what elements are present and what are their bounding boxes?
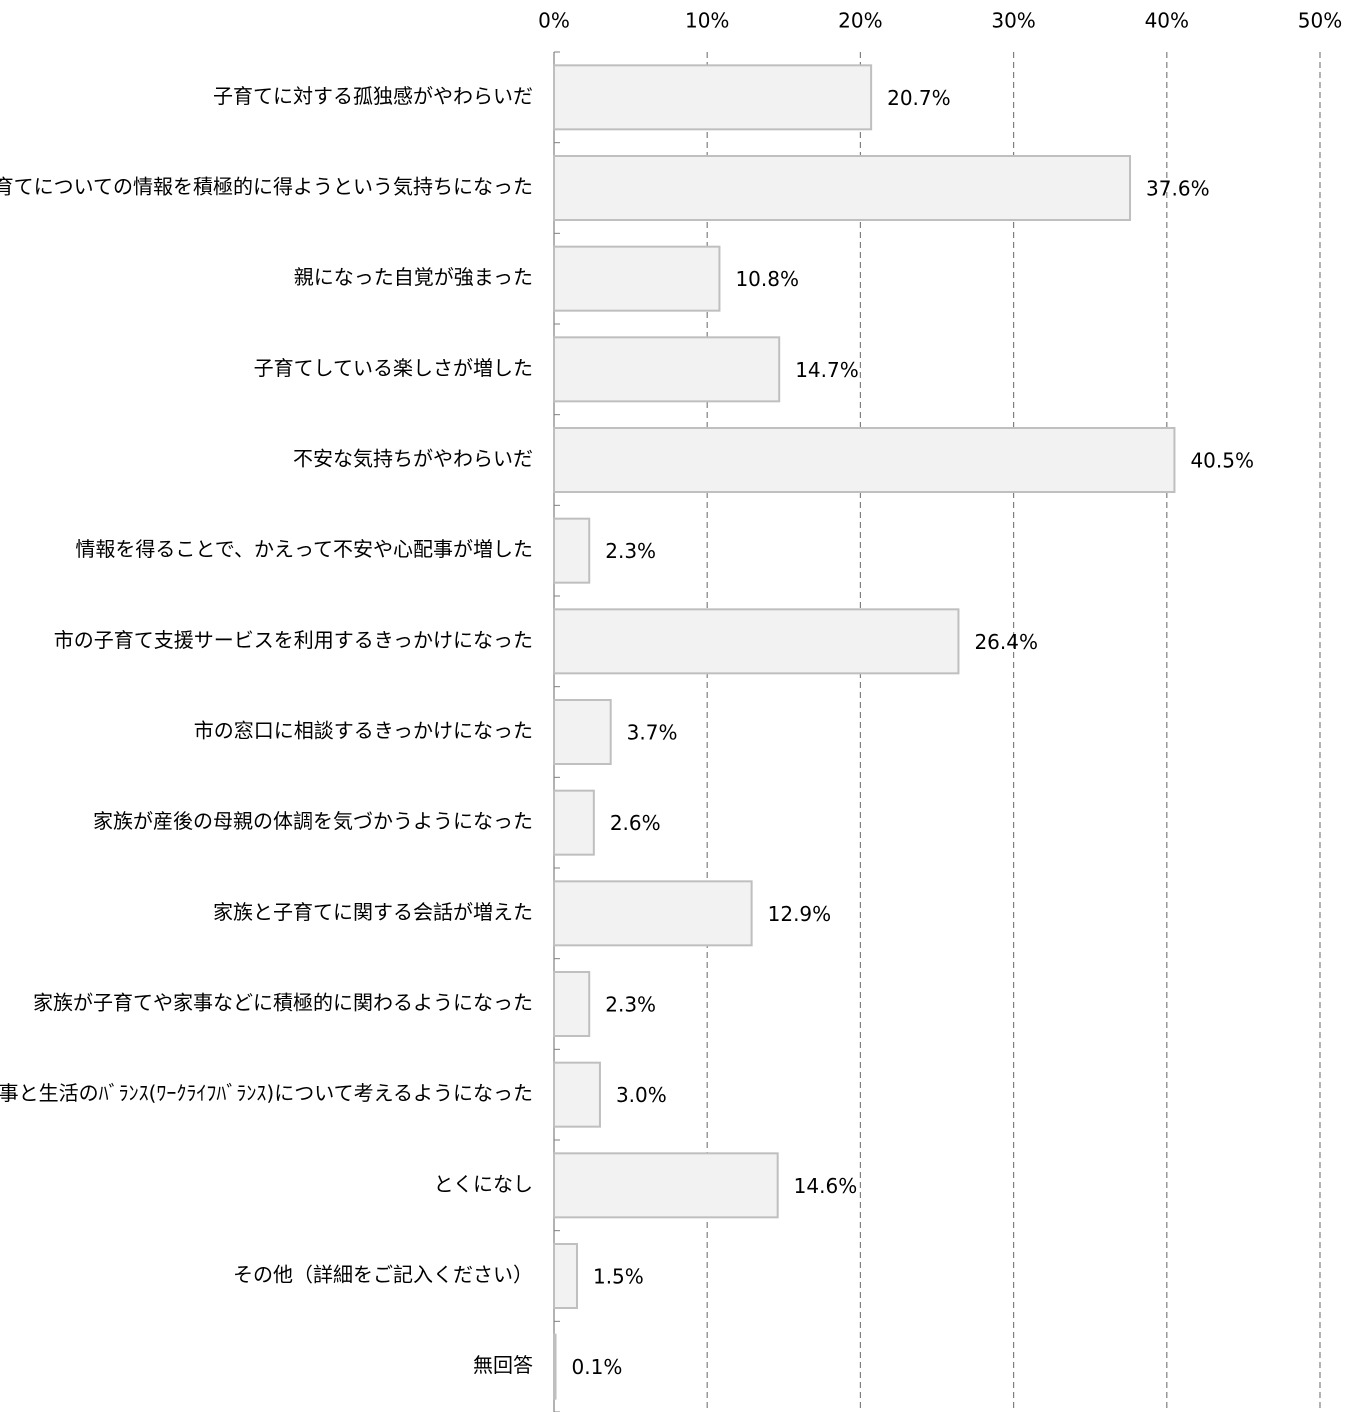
bar (553, 880, 753, 947)
x-tick-label: 20% (838, 9, 882, 33)
bar (553, 1333, 557, 1400)
bar (553, 971, 591, 1037)
x-tick-label: 30% (991, 9, 1035, 33)
value-label: 14.7% (795, 358, 859, 382)
bar (553, 427, 1176, 493)
value-label: 14.6% (794, 1174, 858, 1198)
y-tick-label: 仕事と生活のﾊﾞﾗﾝｽ(ﾜｰｸﾗｲﾌﾊﾞﾗﾝｽ)について考えるようになった (0, 1081, 533, 1105)
x-tick-label: 40% (1145, 9, 1189, 33)
value-label: 26.4% (974, 630, 1038, 654)
y-tick-label: 無回答 (473, 1353, 533, 1377)
bar (553, 1152, 779, 1219)
bar (553, 699, 612, 765)
y-tick-label: 親になった自覚が強まった (294, 265, 533, 289)
value-label: 40.5% (1190, 449, 1254, 473)
value-label: 37.6% (1146, 177, 1210, 201)
y-tick-label: その他（詳細をご記入ください） (233, 1263, 533, 1287)
value-label: 3.7% (627, 721, 678, 745)
x-tick-label: 0% (538, 9, 570, 33)
value-label: 3.0% (616, 1083, 667, 1107)
value-label: 1.5% (593, 1265, 644, 1289)
y-tick-label: 子育てについての情報を積極的に得ようという気持ちになった (0, 175, 533, 199)
y-tick-label: 情報を得ることで、かえって不安や心配事が増した (75, 537, 533, 561)
bar (553, 336, 781, 403)
y-tick-label: とくになし (434, 1172, 533, 1196)
value-label: 20.7% (887, 86, 951, 110)
value-label: 2.3% (605, 539, 656, 563)
y-tick-label: 家族が子育てや家事などに積極的に関わるようになった (33, 991, 533, 1015)
bar (553, 64, 873, 131)
y-tick-label: 市の子育て支援サービスを利用するきっかけになった (54, 628, 533, 652)
x-tick-label: 50% (1298, 9, 1342, 33)
value-label: 2.6% (610, 811, 661, 835)
bar (553, 789, 595, 856)
x-tick-label: 10% (685, 9, 729, 33)
bar (553, 1061, 601, 1128)
bar (553, 608, 960, 675)
bar (553, 245, 721, 312)
y-tick-label: 子育てに対する孤独感がやわらいだ (213, 84, 533, 108)
bar (553, 155, 1132, 221)
value-label: 2.3% (605, 993, 656, 1017)
value-label: 12.9% (768, 902, 832, 926)
bar (553, 1243, 578, 1309)
y-tick-label: 子育てしている楽しさが増した (254, 356, 533, 380)
value-label: 10.8% (735, 267, 799, 291)
y-tick-label: 不安な気持ちがやわらいだ (293, 447, 533, 471)
value-label: 0.1% (572, 1355, 623, 1379)
bar (553, 517, 591, 584)
y-tick-label: 家族と子育てに関する会話が増えた (213, 900, 533, 924)
y-tick-label: 家族が産後の母親の体調を気づかうようになった (93, 809, 533, 833)
y-tick-label: 市の窓口に相談するきっかけになった (194, 719, 533, 743)
